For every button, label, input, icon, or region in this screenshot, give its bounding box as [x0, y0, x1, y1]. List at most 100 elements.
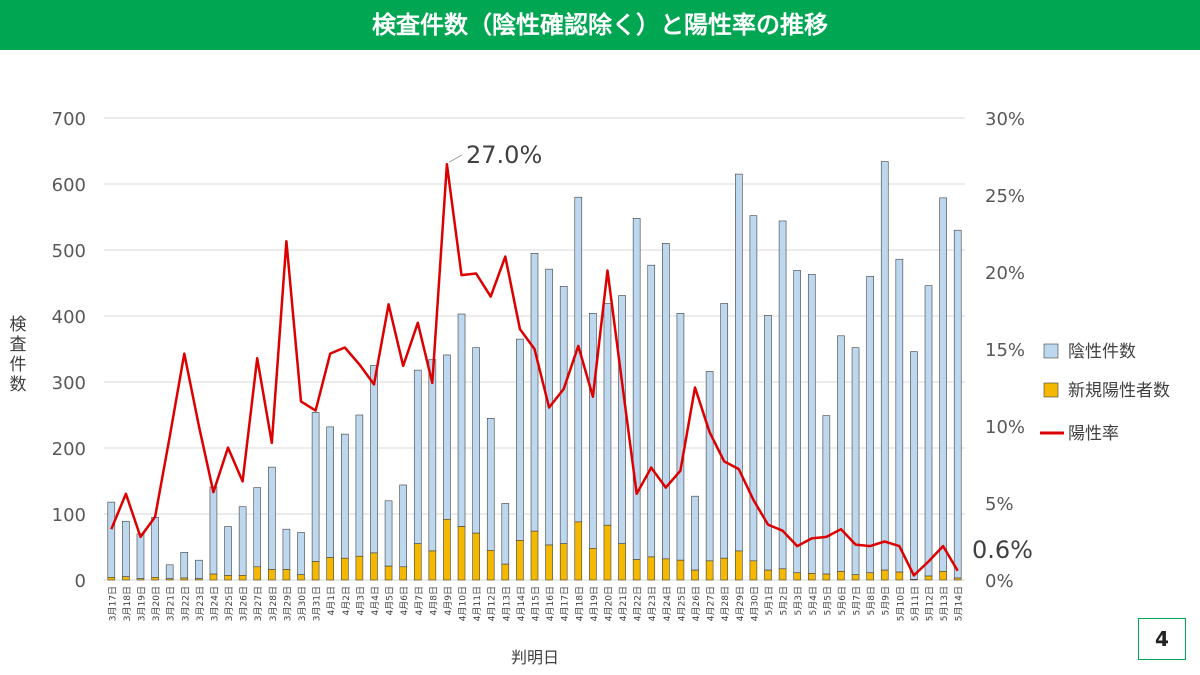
bar-negative [165, 564, 174, 579]
bar-positive [895, 571, 904, 581]
y-axis-title-char: 件 [10, 355, 27, 375]
x-tick-label: 5月10日 [895, 586, 906, 621]
bar-negative [939, 197, 947, 572]
bar-negative [297, 532, 305, 576]
bar-positive [384, 565, 393, 581]
bar-negative [370, 365, 378, 554]
x-tick-label: 4月6日 [399, 586, 410, 615]
bar-positive [340, 557, 349, 581]
x-axis-title: 判明日 [511, 648, 559, 667]
bar-negative [807, 274, 816, 574]
bar-positive [720, 557, 729, 581]
page-number: 4 [1138, 618, 1186, 660]
y2-tick-label: 10% [985, 417, 1025, 438]
x-tick-label: 5月7日 [852, 586, 863, 615]
bar-negative [953, 229, 962, 579]
x-tick-label: 5月1日 [764, 586, 775, 615]
bar-negative [413, 369, 422, 544]
x-tick-label: 4月27日 [706, 586, 717, 621]
bar-positive [559, 543, 568, 581]
bar-negative [238, 506, 247, 576]
y-tick-label: 400 [52, 307, 86, 328]
bar-negative [574, 196, 583, 523]
bar-negative [691, 495, 699, 571]
x-tick-label: 4月15日 [531, 586, 542, 621]
legend-swatch-positive [1043, 382, 1059, 398]
x-tick-label: 4月25日 [676, 586, 687, 621]
x-tick-label: 5月3日 [793, 586, 804, 615]
y-tick-label: 0 [75, 571, 86, 592]
annotation-peak: 27.0% [466, 141, 542, 169]
bar-negative [253, 487, 262, 568]
y2-tick-label: 25% [985, 186, 1025, 207]
bar-positive [355, 555, 364, 581]
bar-positive [326, 557, 334, 581]
annotation-last: 0.6% [972, 536, 1033, 564]
x-tick-label: 5月13日 [939, 586, 950, 621]
bar-positive [195, 578, 203, 581]
bar-negative [822, 415, 831, 575]
bar-positive [866, 572, 874, 581]
bar-negative [647, 264, 656, 558]
bar-positive [939, 571, 947, 581]
y-tick-label: 100 [52, 505, 86, 526]
y2-tick-label: 5% [985, 494, 1014, 515]
bar-negative [399, 484, 407, 568]
bar-negative [486, 417, 495, 551]
bar-negative [472, 347, 480, 534]
bar-negative [151, 516, 159, 578]
bar-negative [603, 303, 612, 526]
bar-positive [370, 552, 378, 581]
bar-positive [647, 556, 656, 581]
x-tick-label: 3月25日 [224, 586, 235, 621]
x-tick-label: 4月20日 [603, 586, 614, 621]
bar-negative [326, 426, 334, 558]
x-tick-label: 3月23日 [195, 586, 206, 621]
bar-positive [632, 559, 641, 581]
bar-negative [632, 218, 641, 560]
bar-positive [676, 559, 685, 581]
bar-positive [136, 578, 145, 581]
x-tick-label: 3月18日 [122, 586, 133, 621]
bar-positive [516, 540, 524, 581]
x-tick-label: 4月8日 [428, 586, 439, 615]
x-tick-label: 3月28日 [268, 586, 279, 621]
bar-positive [735, 550, 743, 581]
bar-positive [311, 561, 320, 581]
x-tick-label: 3月22日 [180, 586, 191, 621]
x-tick-label: 3月24日 [209, 586, 220, 621]
x-tick-label: 5月14日 [954, 586, 965, 621]
bar-negative [268, 466, 276, 570]
bar-positive [691, 569, 699, 581]
bar-negative [428, 359, 437, 552]
x-tick-label: 4月30日 [749, 586, 760, 621]
bar-negative [589, 313, 597, 549]
bar-positive [151, 577, 159, 581]
x-tick-label: 4月7日 [414, 586, 425, 615]
bar-positive [778, 568, 787, 581]
y-tick-label: 300 [52, 373, 86, 394]
x-tick-label: 5月11日 [910, 586, 921, 621]
y2-tick-label: 0% [985, 571, 1014, 592]
bar-negative [107, 501, 116, 578]
bar-positive [209, 573, 218, 581]
y-tick-label: 700 [52, 109, 86, 130]
bar-positive [662, 558, 670, 581]
bar-positive [486, 549, 495, 581]
bar-positive [589, 548, 597, 581]
bar-negative [910, 351, 918, 580]
bar-positive [253, 566, 262, 581]
bar-negative [880, 161, 889, 571]
x-tick-label: 4月2日 [341, 586, 352, 615]
bar-positive [530, 530, 539, 581]
x-tick-label: 4月12日 [487, 586, 498, 621]
y-axis-title-char: 査 [10, 335, 27, 355]
x-tick-label: 5月5日 [822, 586, 833, 615]
x-tick-label: 4月21日 [618, 586, 629, 621]
x-tick-label: 4月11日 [472, 586, 483, 621]
bar-positive [910, 579, 918, 581]
x-tick-label: 3月21日 [166, 586, 177, 621]
x-tick-label: 3月27日 [253, 586, 264, 621]
bar-negative [924, 285, 933, 577]
y-tick-labels: 0 100 200 300 400 500 600 700 [52, 109, 86, 592]
